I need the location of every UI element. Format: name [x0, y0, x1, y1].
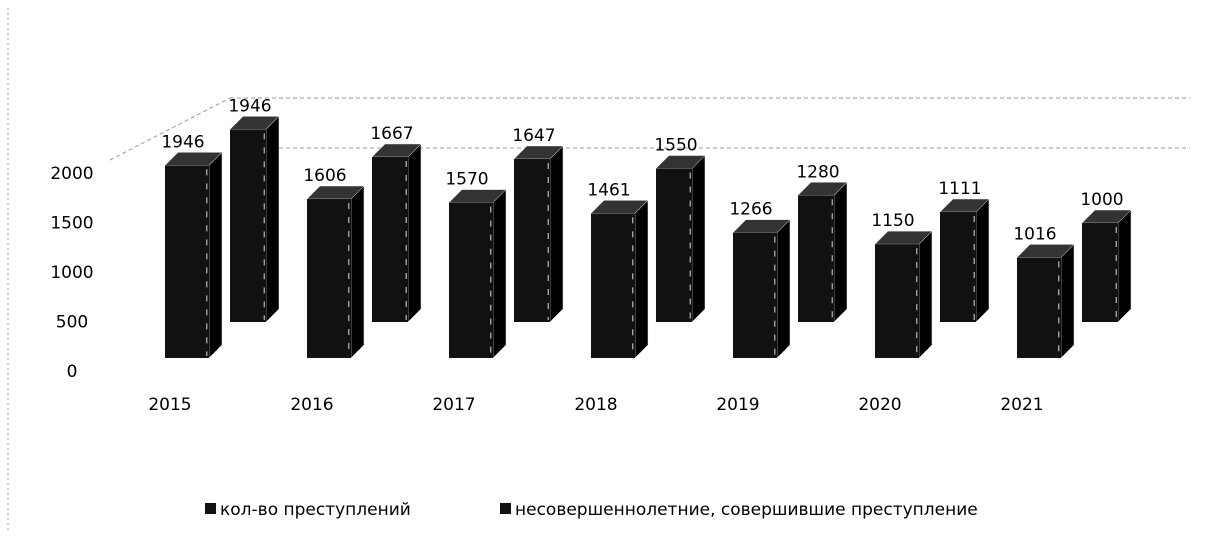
bar [733, 232, 777, 358]
bar [372, 156, 408, 322]
data-label: 1266 [729, 200, 772, 220]
data-label: 1550 [654, 136, 697, 156]
bar [798, 195, 834, 322]
bar [875, 244, 919, 358]
legend-swatch [205, 503, 216, 514]
bar [165, 165, 209, 358]
y-tick-label: 0 [67, 362, 78, 382]
x-tick-label: 2015 [148, 395, 191, 415]
y-tick-label: 1500 [50, 214, 93, 234]
data-label: 1150 [871, 211, 914, 231]
bar [514, 158, 550, 322]
bar-side [833, 181, 848, 323]
data-label: 1461 [587, 180, 630, 200]
x-tick-label: 2019 [716, 395, 759, 415]
bar [449, 202, 493, 358]
bar [1082, 223, 1118, 322]
x-tick-label: 2016 [290, 395, 333, 415]
bar-side [208, 151, 223, 359]
bar-side [918, 230, 933, 359]
bar [940, 212, 976, 322]
data-label: 1606 [303, 166, 346, 186]
bar [656, 168, 692, 322]
data-label: 1000 [1080, 190, 1123, 210]
bar-side [634, 199, 649, 359]
y-tick-label: 2000 [50, 164, 93, 184]
data-label: 1280 [796, 162, 839, 182]
data-label: 1667 [370, 124, 413, 144]
data-label: 1111 [938, 179, 981, 199]
side-wall-edge [109, 97, 231, 161]
data-label: 1647 [512, 126, 555, 146]
x-tick-label: 2018 [574, 395, 617, 415]
bar-side [549, 145, 564, 323]
bar-side [776, 219, 791, 359]
data-label: 1946 [161, 132, 204, 152]
bar-side [407, 143, 422, 323]
bar-side [1060, 243, 1075, 359]
bar [591, 213, 635, 358]
bar-side [975, 198, 990, 323]
x-tick-label: 2020 [858, 395, 901, 415]
bar [230, 129, 266, 322]
bar-side [265, 115, 280, 323]
bar [1017, 257, 1061, 358]
bar-side [350, 185, 365, 359]
legend-label: несовершеннолетние, совершившие преступл… [515, 500, 978, 520]
legend-swatch [500, 503, 511, 514]
y-tick-label: 1000 [50, 263, 93, 283]
data-label: 1946 [228, 96, 271, 116]
bar-side [691, 154, 706, 323]
x-tick-label: 2021 [1000, 395, 1043, 415]
x-tick-label: 2017 [432, 395, 475, 415]
bar-side [1117, 209, 1132, 323]
legend-label: кол-во преступлений [220, 500, 411, 520]
bar-side [492, 188, 507, 359]
data-label: 1570 [445, 170, 488, 190]
y-tick-label: 500 [56, 313, 88, 333]
bar [307, 199, 351, 358]
data-label: 1016 [1013, 224, 1056, 244]
